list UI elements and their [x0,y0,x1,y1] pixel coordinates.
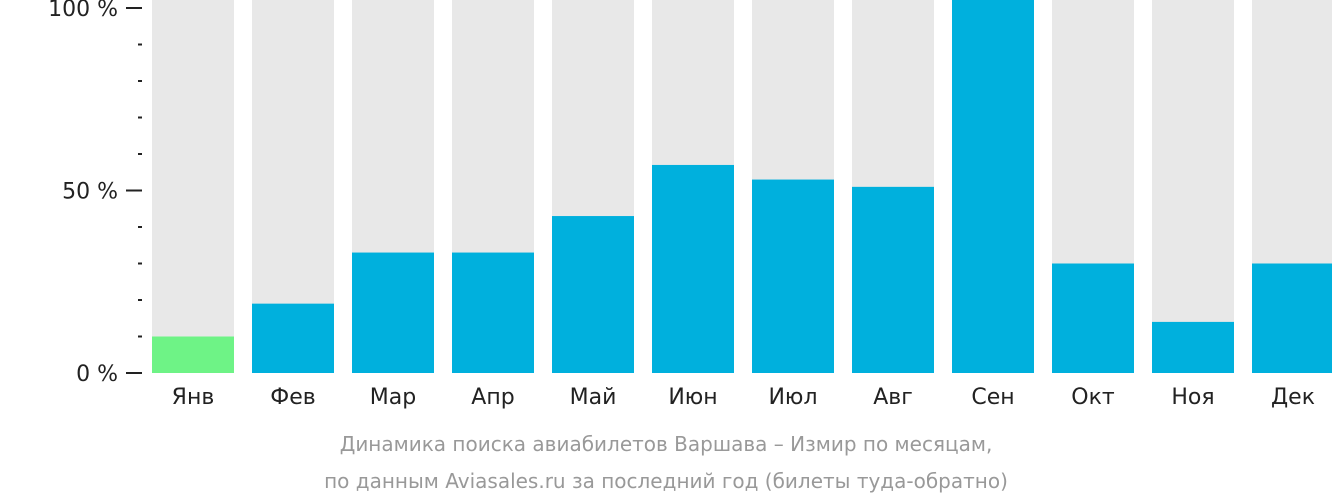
bar-1[interactable] [152,336,234,374]
bar-chart: 0 % 50 % 100 % Янв Фев Мар Апр Май Июн Июл Авг Сен… [48,0,1332,410]
x-tick-label: Окт [1071,385,1115,410]
x-tick-label: Апр [471,385,514,410]
x-tick-label: Фев [270,385,315,410]
bar-10[interactable] [1052,263,1134,374]
x-tick-label: Июл [768,385,817,410]
bar-3[interactable] [352,252,434,373]
x-tick-label: Май [570,385,617,410]
x-tick-label: Мар [370,385,416,410]
bar-7[interactable] [752,179,834,373]
y-tick-label: 100 % [48,0,118,22]
y-tick-label: 50 % [62,180,118,205]
bar-6[interactable] [652,164,734,373]
chart-caption-line-2: по данным Aviasales.ru за последний год … [324,469,1008,493]
bar-background [1152,0,1234,373]
y-axis: 0 % 50 % 100 % [48,0,142,387]
bar-2[interactable] [252,303,334,373]
bar-8[interactable] [852,186,934,373]
bar-12[interactable] [1252,263,1332,374]
chart-caption-line-1: Динамика поиска авиабилетов Варшава – Из… [339,432,993,456]
bar-5[interactable] [552,216,634,373]
bars-group [152,0,1332,373]
x-tick-label: Дек [1271,385,1315,410]
y-tick-label: 0 % [76,362,118,387]
bar-9[interactable] [952,0,1034,373]
bar-4[interactable] [452,252,534,373]
x-tick-label: Авг [873,385,913,410]
x-tick-label: Ноя [1171,385,1214,410]
x-tick-label: Июн [668,385,717,410]
x-tick-label: Сен [971,385,1014,410]
bar-11[interactable] [1152,321,1234,373]
x-axis-labels: Янв Фев Мар Апр Май Июн Июл Авг Сен Окт Ноя Дек [172,385,1315,410]
x-tick-label: Янв [172,385,215,410]
bar-background [152,0,234,373]
